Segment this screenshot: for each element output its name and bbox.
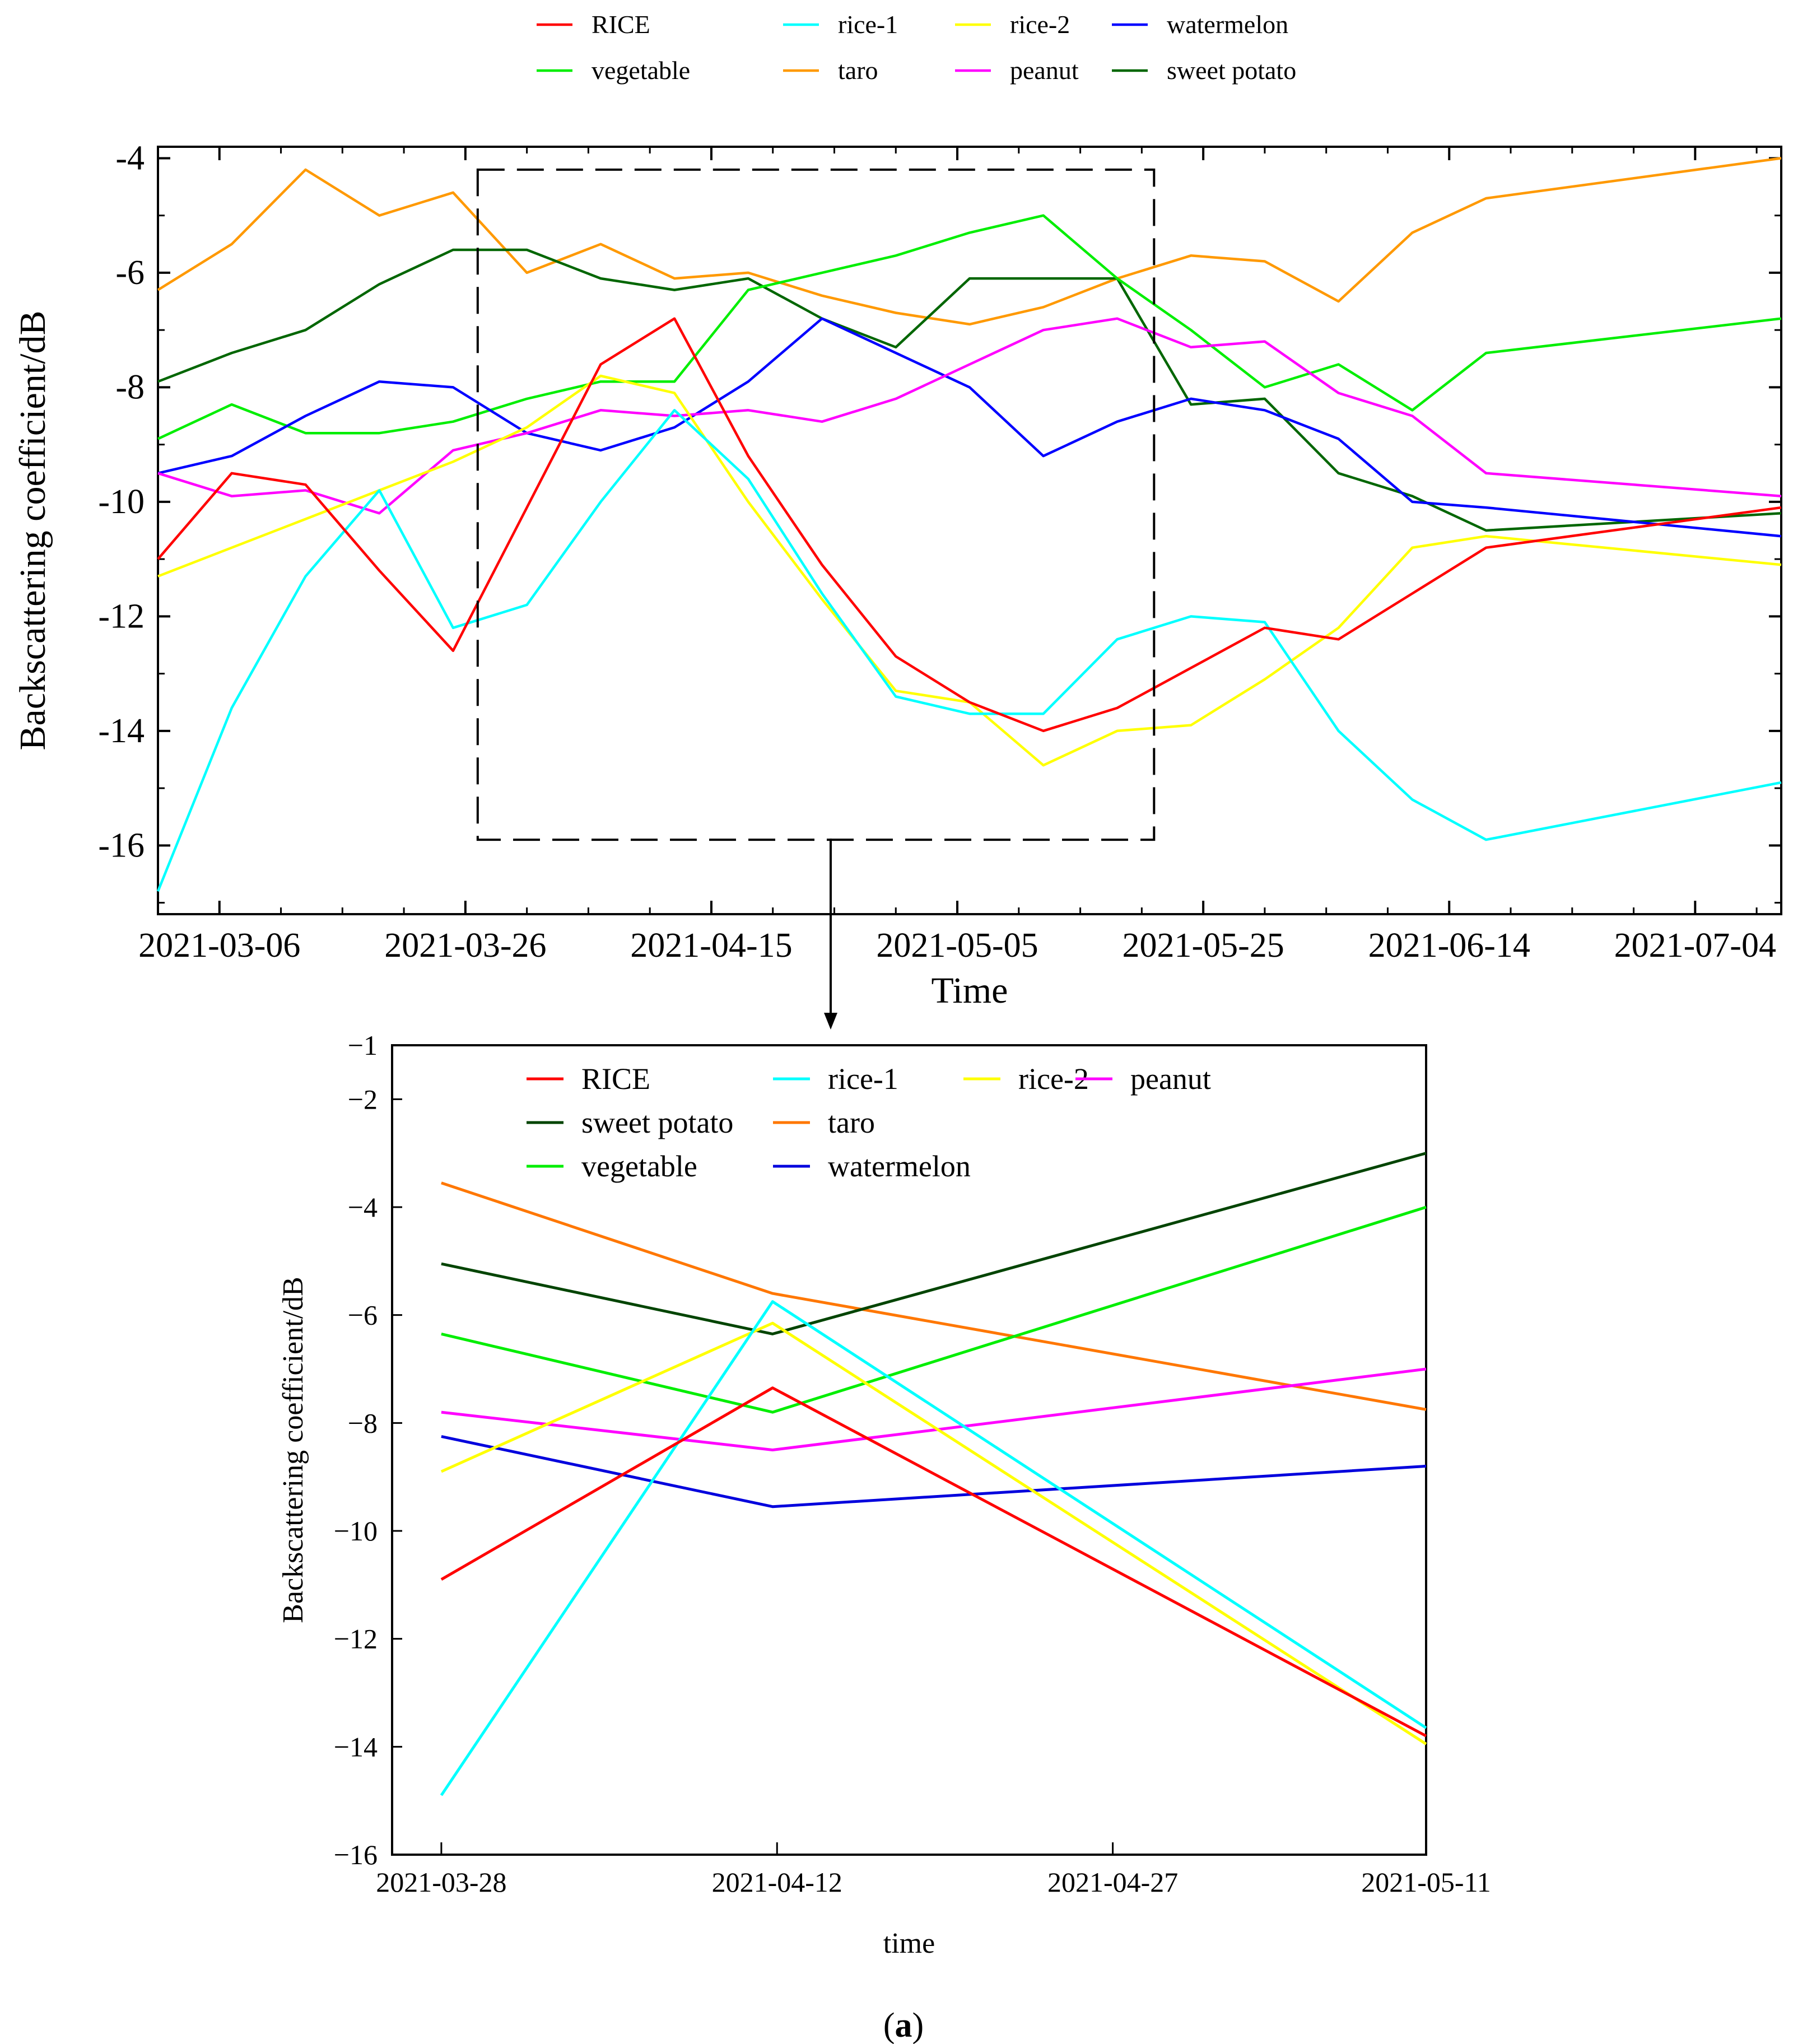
zoom-chart-series [440, 1152, 1427, 1796]
top-chart-ticks: -4 -6 -8 -10 -12 -14 -16 2021-03-06 2021-03-26 20… [98, 139, 1781, 965]
y-tick-label: -6 [115, 254, 145, 292]
caption-close: ) [912, 2006, 924, 2044]
zoom-y-tick-label: −4 [348, 1191, 378, 1223]
zoom-legend-label-watermelon: watermelon [828, 1149, 971, 1183]
zoom-legend-label-peanut: peanut [1130, 1062, 1211, 1096]
legend-label-rice: RICE [592, 10, 650, 39]
series-line-taro [157, 157, 1782, 326]
x-tick-label: 2021-05-25 [1122, 926, 1284, 965]
zoom-y-tick-label: −6 [348, 1300, 378, 1331]
x-tick-label: 2021-06-14 [1368, 926, 1530, 965]
zoom-legend-label-taro: taro [828, 1106, 875, 1139]
zoom-legend-label-rice-1: rice-1 [828, 1062, 898, 1096]
zoom-y-tick-label: −1 [348, 1030, 378, 1061]
zoom-series-line-rice-2 [440, 1321, 1427, 1745]
top-chart-x-axis-label: Time [932, 970, 1008, 1011]
x-tick-label: 2021-03-06 [138, 926, 300, 965]
series-line-rice-1 [156, 409, 1782, 892]
top-chart-legend: RICE rice-1 rice-2 watermelon vegetable taro p… [537, 10, 1296, 85]
zoom-y-tick-label: −10 [334, 1515, 378, 1547]
zoom-chart-plot-frame [391, 1044, 1427, 1856]
series-line-peanut [157, 317, 1782, 515]
series-line-watermelon [157, 317, 1782, 538]
zoom-connector-arrow [824, 839, 837, 1030]
legend-label-sweet-potato: sweet potato [1167, 56, 1296, 85]
zoom-series-line-watermelon [441, 1435, 1427, 1508]
connector-arrowhead [824, 1013, 837, 1030]
y-tick-label: -4 [115, 139, 145, 177]
zoom-chart-y-axis-label: Backscattering coefficient/dB [277, 1277, 309, 1623]
series-line-rice [157, 317, 1782, 733]
zoom-series-line-taro [441, 1181, 1427, 1411]
x-tick-label: 2021-07-04 [1614, 926, 1776, 965]
legend-label-taro: taro [838, 56, 878, 85]
y-tick-label: -16 [98, 826, 145, 864]
zoom-y-tick-label: −14 [334, 1731, 378, 1762]
zoom-legend-label-vegetable: vegetable [581, 1149, 697, 1183]
top-chart-plot-frame [157, 146, 1782, 915]
x-tick-label: 2021-03-26 [384, 926, 546, 965]
zoom-x-tick-label: 2021-04-27 [1047, 1866, 1178, 1898]
y-tick-label: -8 [115, 368, 145, 406]
caption-open: ( [883, 2006, 895, 2044]
zoom-series-line-peanut [441, 1367, 1427, 1451]
zoom-x-tick-label: 2021-04-12 [712, 1866, 842, 1898]
y-tick-label: -10 [98, 483, 145, 521]
zoom-series-line-sweet-potato [441, 1152, 1427, 1335]
zoom-chart-x-axis-label: time [883, 1927, 935, 1959]
legend-label-vegetable: vegetable [592, 56, 690, 85]
zoom-series-line-vegetable [441, 1205, 1427, 1414]
x-tick-label: 2021-05-05 [876, 926, 1038, 965]
caption-letter: a [895, 2006, 912, 2044]
legend-label-rice-2: rice-2 [1010, 10, 1070, 39]
zoom-y-tick-label: −16 [334, 1839, 378, 1870]
zoom-x-tick-label: 2021-05-11 [1361, 1866, 1491, 1898]
top-chart: RICE rice-1 rice-2 watermelon vegetable taro p… [12, 10, 1782, 1011]
y-tick-label: -14 [98, 712, 145, 750]
zoom-legend-label-rice: RICE [581, 1062, 650, 1096]
zoom-x-tick-label: 2021-03-28 [376, 1866, 506, 1898]
x-tick-label: 2021-04-15 [630, 926, 792, 965]
series-line-sweet-potato [157, 248, 1782, 532]
zoom-legend-label-sweet-potato: sweet potato [581, 1106, 733, 1139]
series-line-vegetable [157, 214, 1782, 440]
zoom-series-line-rice-1 [440, 1300, 1427, 1796]
zoom-series-line-rice [440, 1386, 1427, 1738]
y-tick-label: -12 [98, 597, 145, 635]
legend-label-peanut: peanut [1010, 56, 1079, 85]
top-chart-series [156, 157, 1782, 892]
zoom-y-tick-label: −2 [348, 1083, 378, 1115]
legend-label-watermelon: watermelon [1167, 10, 1288, 39]
zoom-y-tick-label: −8 [348, 1407, 378, 1438]
legend-label-rice-1: rice-1 [838, 10, 898, 39]
zoom-y-tick-label: −12 [334, 1623, 378, 1655]
figure-caption: (a) [883, 2006, 924, 2044]
top-chart-y-axis-label: Backscattering coefficient/dB [12, 311, 53, 751]
zoom-region-box [476, 168, 1156, 841]
